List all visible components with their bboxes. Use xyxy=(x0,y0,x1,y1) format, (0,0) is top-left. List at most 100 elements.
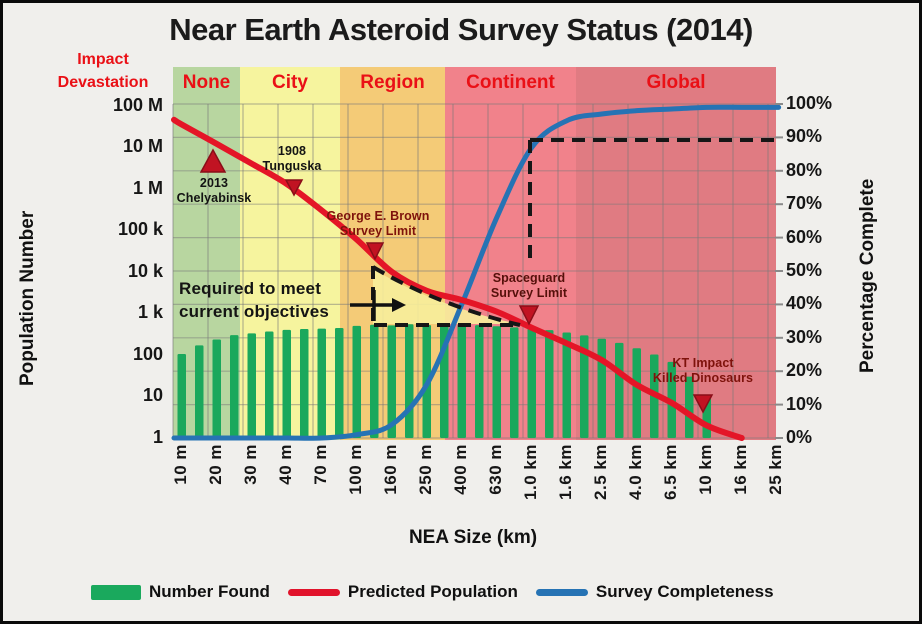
zone-label-none: None xyxy=(182,72,231,93)
legend-swatch xyxy=(287,588,340,596)
x-tick-label: 20 m xyxy=(205,444,225,485)
left-axis-title: Population Number xyxy=(17,210,38,386)
number-found-bar xyxy=(562,332,571,438)
number-found-bar xyxy=(405,324,414,438)
legend-label: Number Found xyxy=(149,582,270,601)
x-tick-label: 10 km xyxy=(695,444,715,495)
predicted-population-line xyxy=(171,116,745,441)
right-tick-label: 90% xyxy=(786,126,823,147)
right-axis-tick-marks xyxy=(775,103,783,439)
annotation-chelyabinsk: 2013 Chelyabinsk xyxy=(176,176,252,205)
x-axis-title: NEA Size (km) xyxy=(408,527,538,548)
annotation-required-objectives: Required to meet current objectives xyxy=(179,279,330,321)
number-found-bar xyxy=(195,345,204,438)
survey-completeness-line xyxy=(171,104,782,441)
x-tick-label: 2.5 km xyxy=(590,444,610,500)
x-tick-label: 4.0 km xyxy=(625,444,645,500)
number-found-bar xyxy=(597,338,606,438)
chart-canvas xyxy=(171,67,783,441)
right-tick-label: 40% xyxy=(786,293,823,314)
right-tick-label: 100% xyxy=(786,93,833,113)
annotation-kt-impact: KT Impact Killed Dinosaurs xyxy=(652,356,754,385)
right-tick-label: 20% xyxy=(786,360,823,381)
shift-right-arrow xyxy=(350,290,406,321)
number-found-bar xyxy=(247,333,256,438)
x-tick-label: 40 m xyxy=(275,444,295,485)
legend-item-number-found: Number Found xyxy=(91,582,270,602)
objective-triangle-fill xyxy=(373,269,519,324)
right-tick-label: 30% xyxy=(786,326,823,347)
left-tick-label: 1 M xyxy=(132,177,163,198)
right-tick-label: 50% xyxy=(786,260,823,280)
number-found-bar xyxy=(177,354,186,438)
legend-label: Survey Completeness xyxy=(595,582,774,601)
number-found-bar xyxy=(475,325,484,438)
number-found-bar xyxy=(387,325,396,438)
number-found-bar xyxy=(510,327,519,438)
left-tick-label: 1 xyxy=(152,427,163,447)
kt-impact-down-triangle-marker xyxy=(692,394,714,414)
x-tick-label: 100 m xyxy=(345,444,365,495)
left-tick-label: 10 k xyxy=(127,260,163,281)
number-found-bar xyxy=(282,329,291,438)
impact-devastation-header: Impact Devastation xyxy=(57,51,149,92)
x-tick-label: 70 m xyxy=(310,444,330,485)
legend-item-predicted-population: Predicted Population xyxy=(287,582,518,602)
annotation-tunguska: 1908 Tunguska xyxy=(262,144,322,173)
x-tick-label: 10 m xyxy=(170,444,190,485)
left-tick-label: 100 xyxy=(132,343,163,364)
legend-item-survey-completeness: Survey Completeness xyxy=(535,582,774,602)
event-markers xyxy=(199,148,714,414)
left-tick-label: 1 k xyxy=(137,302,163,323)
spaceguard-down-triangle-marker xyxy=(518,305,540,326)
number-found-bar xyxy=(527,328,536,438)
right-tick-label: 80% xyxy=(786,159,823,180)
zone-label-region: Region xyxy=(360,72,425,93)
x-tick-label: 6.5 km xyxy=(660,444,680,500)
legend: Number Found Predicted Population Survey C… xyxy=(91,582,774,602)
left-tick-label: 10 xyxy=(142,385,163,406)
legend-swatch xyxy=(91,584,141,600)
number-found-bar xyxy=(492,326,501,438)
number-found-bar xyxy=(615,342,624,438)
george-brown-down-triangle-marker xyxy=(365,242,385,261)
zone-label-city: City xyxy=(272,72,308,93)
tunguska-down-triangle-marker xyxy=(284,179,304,197)
zone-label-continent: Continent xyxy=(466,72,555,93)
left-tick-label: 100 M xyxy=(112,94,163,115)
x-tick-label: 630 m xyxy=(485,444,505,495)
number-found-bar xyxy=(335,327,344,438)
x-tick-label: 400 m xyxy=(450,444,470,495)
number-found-bar xyxy=(300,329,309,438)
x-tick-label: 1.6 km xyxy=(555,444,575,500)
number-found-bar xyxy=(545,330,554,438)
number-found-bar xyxy=(632,348,641,438)
number-found-bar xyxy=(580,335,589,438)
number-found-bar xyxy=(457,324,466,438)
right-axis-title: Percentage Complete xyxy=(857,178,878,373)
x-tick-label: 160 m xyxy=(380,444,400,495)
number-found-bar xyxy=(685,376,694,438)
left-tick-label: 10 M xyxy=(122,136,163,157)
annotation-george-brown-limit: George E. Brown Survey Limit xyxy=(326,209,430,238)
right-tick-label: 70% xyxy=(786,193,823,214)
right-tick-label: 10% xyxy=(786,393,823,414)
legend-label: Predicted Population xyxy=(347,582,518,601)
number-found-bar xyxy=(370,324,379,438)
number-found-bar xyxy=(212,339,221,438)
x-tick-label: 25 km xyxy=(765,444,785,495)
left-tick-label: 100 k xyxy=(117,219,163,240)
x-tick-label: 1.0 km xyxy=(520,444,540,500)
page-title: Near Earth Asteroid Survey Status (2014) xyxy=(169,12,753,47)
zone-label-global: Global xyxy=(646,72,706,93)
annotation-spaceguard-limit: Spaceguard Survey Limit xyxy=(490,271,568,300)
number-found-bar xyxy=(230,335,239,438)
x-tick-label: 250 m xyxy=(415,444,435,495)
chelyabinsk-up-triangle-marker xyxy=(199,148,227,173)
number-found-bar xyxy=(265,331,274,438)
right-tick-label: 60% xyxy=(786,226,823,247)
legend-swatch xyxy=(535,588,588,596)
x-tick-label: 16 km xyxy=(730,444,750,495)
number-found-bar xyxy=(352,325,361,438)
